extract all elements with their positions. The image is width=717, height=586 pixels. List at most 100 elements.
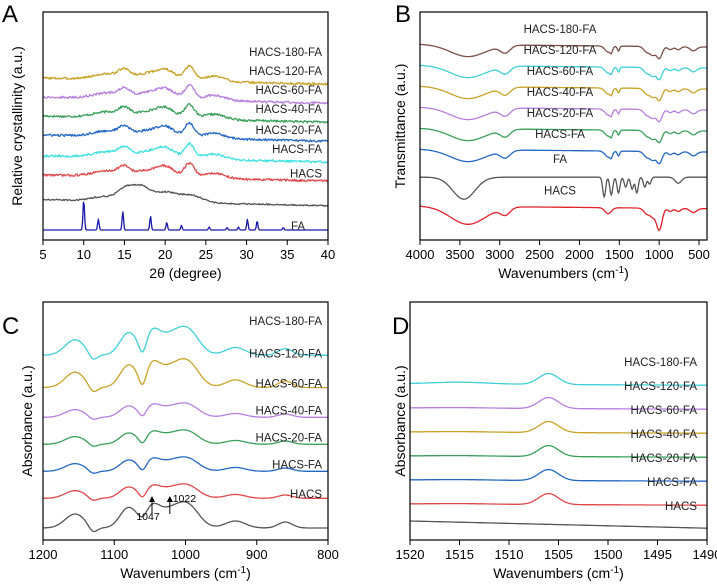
x-tick-label: 1520 (396, 547, 425, 562)
series-line-hacs-40-fa (409, 444, 707, 458)
series-label: HACS-60-FA (631, 405, 698, 417)
series-label: HACS-60-FA (256, 378, 323, 390)
x-tick-label: 3000 (485, 247, 514, 262)
series-line-hacs-180-fa (410, 372, 707, 386)
series-label: HACS-60-FA (527, 66, 594, 78)
plot-frame (42, 11, 329, 241)
panel-c: C HACS-180-FA HACS-120-FA HACS-60-FA HACS-40… (2, 301, 339, 581)
series-label: HACS-FA (647, 477, 697, 489)
series-label: HACS-40-FA (631, 429, 698, 441)
series-label: FA (553, 154, 567, 166)
x-axis-title: Wavenumbers (cm-1) (498, 265, 629, 281)
series-label: HACS-FA (272, 459, 322, 471)
series-line-hacs-20-fa (42, 142, 329, 164)
x-tick-label: 2000 (565, 247, 594, 262)
x-tick-label: 15 (117, 247, 131, 262)
y-axis-title: Relative crystallinity (a.u.) (9, 46, 25, 206)
series-line-hacs (420, 205, 707, 232)
series-line-hacs-60-fa (409, 420, 707, 434)
series-line-hacs-120-fa (419, 64, 707, 81)
series-line-hacs-fa (42, 483, 328, 501)
series-label: HACS (665, 501, 697, 513)
series-label: HACS-180-FA (524, 24, 597, 36)
x-tick-label: 35 (280, 247, 294, 262)
series-line-hacs (410, 520, 707, 529)
x-tick-label: 25 (199, 247, 213, 262)
x-tick-label: 1515 (445, 547, 474, 562)
series-label: HACS-40-FA (527, 87, 594, 99)
panel-d: D HACS-180-FA HACS-120-FA HACS-60-FA HACS-40… (392, 301, 717, 581)
series-line-hacs-180-fa (42, 64, 329, 86)
series-line-hacs (43, 501, 328, 533)
x-tick-label: 1200 (29, 547, 58, 562)
y-axis-title: Absorbance (a.u.) (19, 365, 35, 476)
x-tick-label: 1500 (594, 547, 623, 562)
panel-b: B HACS-180-FA HACS-120-FA HACS-60-FA HACS-40… (392, 1, 710, 281)
series-line-hacs-40-fa (419, 106, 707, 123)
series-label: HACS-120-FA (249, 349, 322, 361)
series-label: HACS-FA (272, 144, 322, 156)
series-label: HACS-120-FA (624, 381, 697, 393)
series-label: HACS-20-FA (256, 125, 323, 137)
y-axis-title: Absorbance (a.u.) (392, 365, 408, 476)
panel-letter: B (395, 1, 411, 28)
x-axis-title: 2θ (degree) (149, 265, 221, 281)
series-line-hacs-120-fa (409, 396, 707, 410)
x-tick-label: 20 (158, 247, 172, 262)
series-line-hacs-60-fa (419, 85, 707, 102)
series-line-hacs-120-fa (42, 84, 329, 105)
x-tick-label: 40 (321, 247, 335, 262)
x-tick-label: 800 (317, 547, 339, 562)
x-axis-title: Wavenumbers (cm-1) (493, 565, 624, 581)
x-tick-label: 1100 (100, 547, 128, 562)
x-tick-label: 3500 (445, 247, 474, 262)
series-line-hacs-40-fa (42, 121, 329, 143)
annotation-arrowhead (166, 496, 173, 502)
series-label: HACS-120-FA (249, 66, 322, 78)
series-label: HACS-20-FA (631, 453, 698, 465)
x-axis-title: Wavenumbers (cm-1) (120, 565, 251, 581)
series-label: HACS-180-FA (249, 47, 322, 59)
series-line-hacs-40-fa (42, 429, 328, 447)
x-tick-label: 1510 (495, 547, 524, 562)
series-label: HACS (290, 169, 322, 181)
series-line-hacs (42, 183, 329, 207)
panel-letter: A (2, 1, 18, 28)
series-label: HACS-180-FA (624, 357, 697, 369)
series-label: HACS-60-FA (256, 85, 323, 97)
x-tick-label: 900 (246, 547, 268, 562)
panel-letter: D (392, 313, 409, 340)
x-tick-label: 1000 (645, 247, 674, 262)
series-line-fa (43, 201, 328, 231)
series-label: HACS-40-FA (256, 104, 323, 116)
series-line-hacs-fa (419, 148, 707, 165)
series-line-hacs-fa (409, 492, 707, 506)
series-label: HACS (544, 186, 576, 198)
x-tick-label: 1495 (643, 547, 672, 562)
series-label: HACS-180-FA (249, 316, 322, 328)
series-label: HACS-FA (535, 129, 585, 141)
series-line-hacs-20-fa (42, 456, 328, 474)
y-axis-title: Transmittance (a.u.) (392, 64, 408, 189)
series-line-hacs-fa (42, 161, 329, 183)
series-label: HACS-120-FA (524, 45, 597, 57)
series-line-hacs-120-fa (43, 358, 328, 393)
annotation-label: 1022 (173, 493, 197, 505)
x-tick-label: 5 (39, 247, 46, 262)
x-tick-label: 2500 (525, 247, 554, 262)
series-line-hacs-20-fa (409, 468, 707, 482)
series-line-fa (420, 176, 707, 200)
panel-a: A HACS-180-FA HACS-120-FA HACS-60-FA HACS-40… (2, 1, 335, 281)
x-tick-label: 4000 (406, 247, 435, 262)
x-tick-label: 30 (239, 247, 253, 262)
plot-frame (419, 11, 708, 241)
x-tick-label: 1505 (544, 547, 573, 562)
series-label: HACS-20-FA (256, 432, 323, 444)
x-tick-label: 1490 (693, 547, 717, 562)
x-tick-label: 10 (76, 247, 90, 262)
x-tick-label: 1000 (171, 547, 200, 562)
series-label: HACS-40-FA (256, 405, 323, 417)
series-line-hacs-60-fa (42, 102, 329, 124)
series-label: HACS-20-FA (527, 108, 594, 120)
